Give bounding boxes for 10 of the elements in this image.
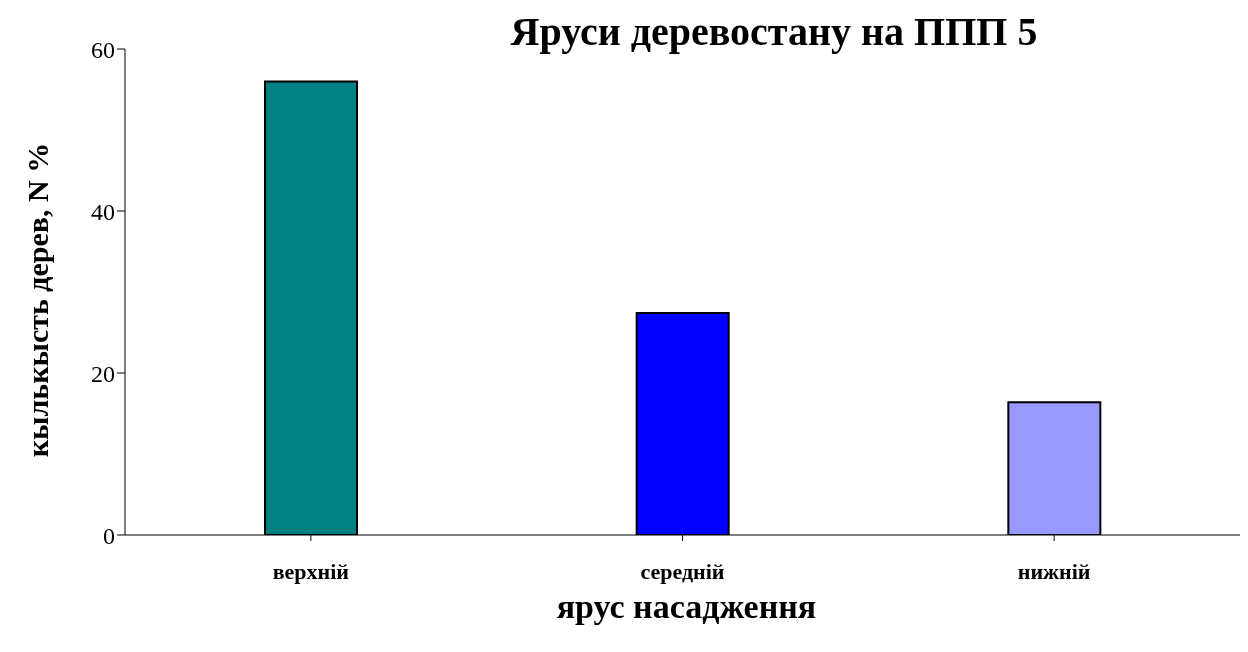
chart-title: Яруси деревостану на ППП 5 bbox=[509, 8, 1039, 55]
y-tick-label: 0 bbox=[103, 522, 115, 549]
x-tick-label: середній bbox=[640, 558, 725, 584]
x-tick-label: нижній bbox=[1017, 558, 1091, 584]
y-tick-label: 20 bbox=[91, 360, 115, 387]
x-tick-label: верхній bbox=[272, 558, 350, 584]
y-tick-label: 60 bbox=[91, 36, 115, 63]
y-tick-label: 40 bbox=[91, 198, 115, 225]
y-axis-title: кылькысть дерев, N % bbox=[21, 142, 55, 458]
x-axis-title: ярус насадження bbox=[555, 588, 818, 626]
